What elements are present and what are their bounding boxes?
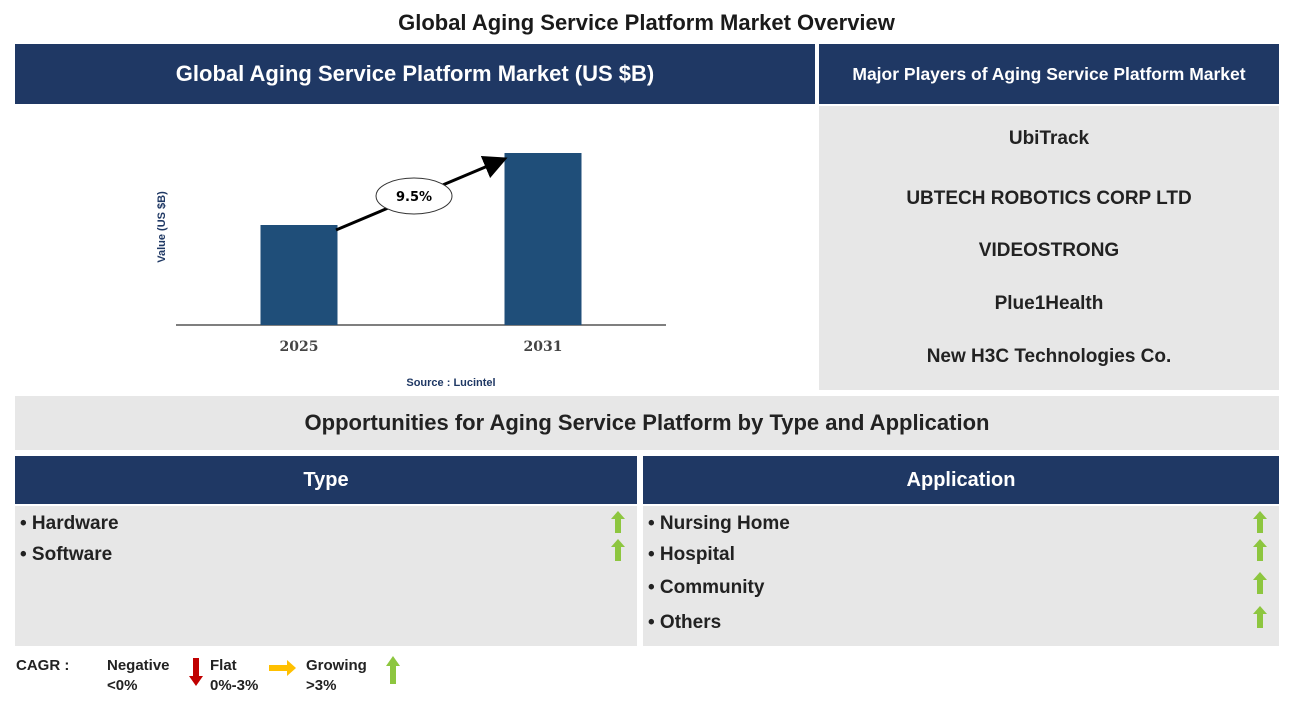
legend-flat-range: 0%-3%: [210, 677, 259, 694]
player-item: VIDEOSTRONG: [978, 240, 1120, 261]
application-item-community: • Community: [648, 577, 765, 598]
legend-growing-label: Growing: [306, 657, 367, 674]
down-arrow-icon: [189, 658, 203, 686]
type-item-software: • Software: [20, 544, 113, 565]
source-label: Source : Lucintel: [406, 377, 495, 389]
legend-flat: Flat 0%-3%: [210, 656, 258, 696]
bar-2025: [260, 225, 338, 325]
legend-growing-range: >3%: [306, 677, 337, 694]
cagr-label: 9.5%: [396, 190, 432, 205]
application-header: Application: [643, 456, 1279, 504]
application-list: • Nursing Home • Hospital • Community • …: [643, 506, 1279, 646]
up-arrow-icon: [1253, 606, 1267, 628]
x-tick-2031: 2031: [524, 339, 563, 355]
type-header: Type: [15, 456, 637, 504]
players-list: UbiTrack UBTECH ROBOTICS CORP LTD VIDEOS…: [819, 106, 1279, 390]
right-arrow-icon: [269, 660, 296, 676]
legend-negative: Negative <0%: [107, 656, 170, 696]
legend-negative-label: Negative: [107, 657, 170, 674]
up-arrow-icon: [1253, 539, 1267, 561]
up-arrow-icon: [1253, 511, 1267, 533]
type-item-hardware: • Hardware: [20, 513, 119, 534]
bar-chart: Value (US $B) 9.5% 2025 2031 Source : Lu…: [156, 153, 666, 389]
players-header: Major Players of Aging Service Platform …: [819, 44, 1279, 104]
up-arrow-icon: [611, 539, 625, 561]
bar-2031: [504, 153, 582, 325]
up-arrow-icon: [1253, 572, 1267, 594]
y-axis-label: Value (US $B): [156, 191, 168, 263]
cagr-ellipse: [375, 177, 453, 215]
chart-header: Global Aging Service Platform Market (US…: [15, 44, 815, 104]
application-item-hospital: • Hospital: [648, 544, 735, 565]
application-item-others: • Others: [648, 612, 722, 633]
legend-flat-label: Flat: [210, 657, 237, 674]
player-item: UBTECH ROBOTICS CORP LTD: [906, 188, 1192, 209]
up-arrow-icon: [386, 656, 400, 684]
up-arrow-icon: [611, 511, 625, 533]
opportunities-title: Opportunities for Aging Service Platform…: [15, 396, 1279, 450]
player-item: UbiTrack: [1008, 128, 1090, 149]
legend-negative-range: <0%: [107, 677, 138, 694]
player-item: Plue1Health: [994, 293, 1104, 314]
application-item-nursing-home: • Nursing Home: [648, 513, 790, 534]
page-title: Global Aging Service Platform Market Ove…: [398, 10, 895, 35]
legend-cagr-label: CAGR :: [16, 657, 70, 674]
type-list: • Hardware • Software: [15, 506, 637, 646]
legend-growing: Growing >3%: [306, 656, 367, 696]
x-tick-2025: 2025: [280, 339, 319, 355]
player-item: New H3C Technologies Co.: [926, 346, 1172, 367]
